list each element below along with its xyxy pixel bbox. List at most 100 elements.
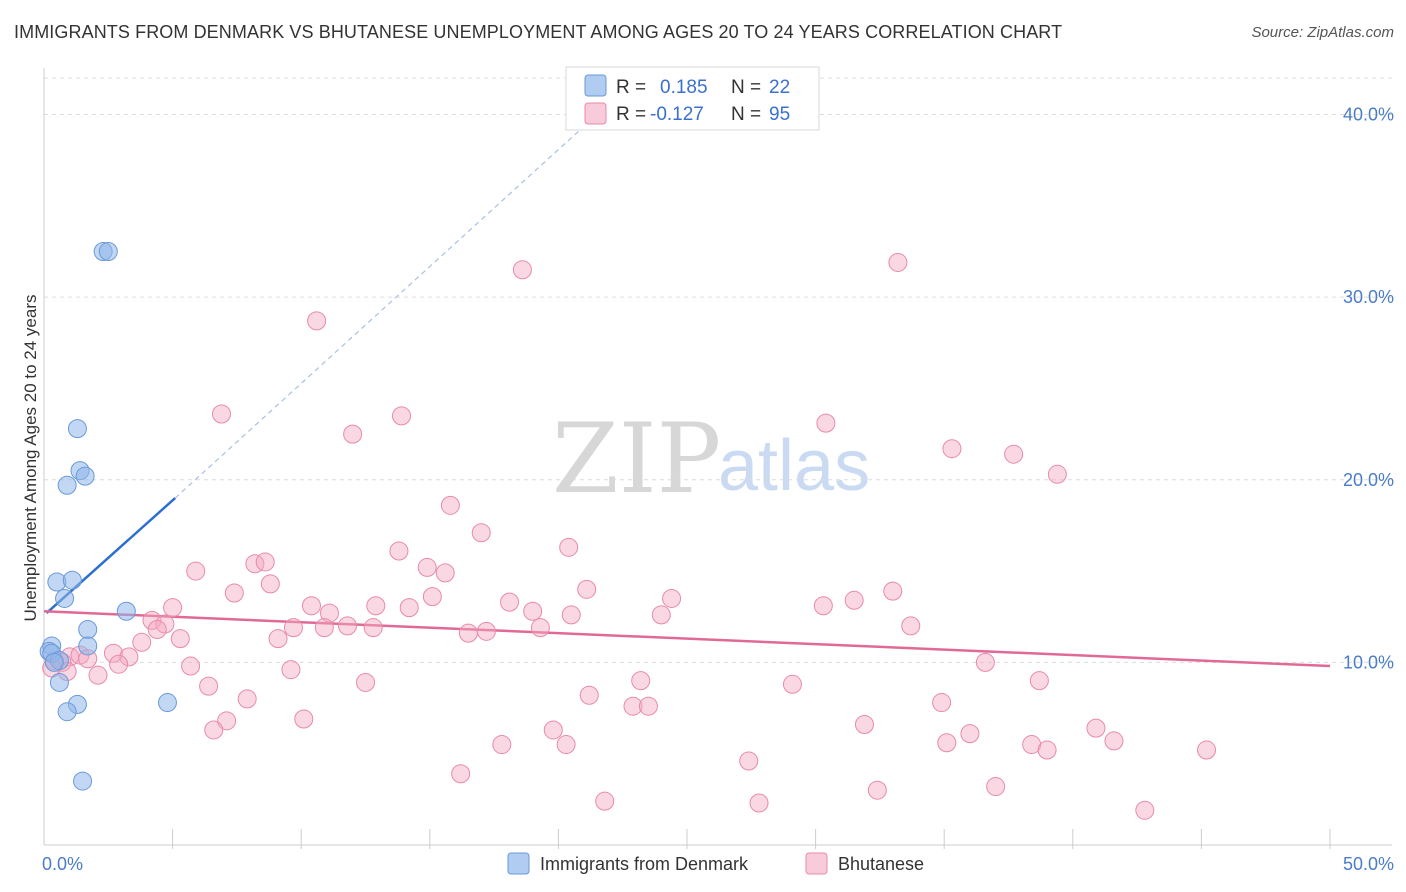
data-point-bhutanese bbox=[901, 616, 921, 636]
y-tick-label: 30.0% bbox=[1343, 287, 1394, 307]
data-point-denmark bbox=[62, 570, 82, 590]
data-point-bhutanese bbox=[181, 656, 201, 676]
data-point-bhutanese bbox=[103, 643, 123, 663]
data-point-bhutanese bbox=[867, 780, 887, 800]
legend-swatch-denmark bbox=[584, 74, 607, 97]
data-point-bhutanese bbox=[389, 541, 409, 561]
legend-n-label-1: N = bbox=[731, 77, 761, 98]
data-point-bhutanese bbox=[975, 652, 995, 672]
y-tick-label: 40.0% bbox=[1343, 105, 1394, 125]
data-point-bhutanese bbox=[440, 495, 460, 515]
data-point-denmark bbox=[78, 620, 98, 640]
data-point-bhutanese bbox=[392, 406, 412, 426]
data-point-denmark bbox=[44, 652, 64, 672]
data-point-bhutanese bbox=[337, 616, 357, 636]
data-point-bhutanese bbox=[1086, 718, 1106, 738]
legend-r-label-2: R = bbox=[616, 104, 646, 125]
data-point-bhutanese bbox=[986, 777, 1006, 797]
data-point-bhutanese bbox=[224, 583, 244, 603]
data-point-denmark bbox=[75, 466, 95, 486]
data-point-bhutanese bbox=[512, 260, 532, 280]
data-point-bhutanese bbox=[142, 610, 162, 630]
data-point-denmark bbox=[57, 702, 77, 722]
data-point-bhutanese bbox=[844, 590, 864, 610]
trend-lines bbox=[43, 114, 1331, 668]
legend-n-label-2: N = bbox=[731, 104, 761, 125]
data-point-bhutanese bbox=[561, 605, 581, 625]
data-point-bhutanese bbox=[199, 676, 219, 696]
data-point-bhutanese bbox=[163, 598, 183, 618]
x-tick-label-max: 50.0% bbox=[1343, 854, 1394, 874]
data-point-bhutanese bbox=[119, 647, 139, 667]
data-point-bhutanese bbox=[260, 574, 280, 594]
data-point-bhutanese bbox=[281, 660, 301, 680]
data-point-bhutanese bbox=[147, 620, 167, 640]
data-point-bhutanese bbox=[307, 311, 327, 331]
data-point-bhutanese bbox=[399, 598, 419, 618]
data-point-bhutanese bbox=[1004, 444, 1024, 464]
data-point-bhutanese bbox=[471, 523, 491, 543]
data-point-bhutanese bbox=[186, 561, 206, 581]
data-point-bhutanese bbox=[204, 720, 224, 740]
data-point-bhutanese bbox=[816, 413, 836, 433]
data-point-bhutanese bbox=[577, 579, 597, 599]
series-denmark-points bbox=[39, 241, 177, 791]
legend-r-value-2: -0.127 bbox=[650, 104, 704, 125]
data-point-bhutanese bbox=[556, 735, 576, 755]
data-point-bhutanese bbox=[638, 696, 658, 716]
data-point-bhutanese bbox=[343, 424, 363, 444]
data-point-bhutanese bbox=[268, 629, 288, 649]
data-point-denmark bbox=[73, 771, 93, 791]
trend-line-denmark-extension bbox=[174, 114, 598, 499]
y-tick-labels: 10.0% 20.0% 30.0% 40.0% bbox=[1343, 105, 1394, 673]
data-point-bhutanese bbox=[435, 563, 455, 583]
data-point-bhutanese bbox=[88, 665, 108, 685]
legend-swatch-bhutanese bbox=[584, 102, 607, 125]
data-point-bhutanese bbox=[651, 605, 671, 625]
data-point-bhutanese bbox=[1135, 800, 1155, 820]
data-point-bhutanese bbox=[523, 601, 543, 621]
data-point-denmark bbox=[78, 636, 98, 656]
data-point-bhutanese bbox=[854, 714, 874, 734]
data-point-bhutanese bbox=[1037, 740, 1057, 760]
data-point-bhutanese bbox=[237, 689, 257, 709]
data-point-bhutanese bbox=[422, 587, 442, 607]
data-point-denmark bbox=[49, 672, 69, 692]
data-point-bhutanese bbox=[543, 720, 563, 740]
data-point-denmark bbox=[57, 475, 77, 495]
data-point-bhutanese bbox=[109, 654, 129, 674]
data-point-bhutanese bbox=[937, 733, 957, 753]
data-point-denmark bbox=[67, 419, 87, 439]
data-point-denmark bbox=[98, 241, 118, 261]
series-bhutanese-points bbox=[42, 252, 1217, 820]
data-point-bhutanese bbox=[960, 724, 980, 744]
data-point-bhutanese bbox=[363, 618, 383, 638]
data-point-denmark bbox=[157, 693, 177, 713]
data-point-bhutanese bbox=[283, 618, 303, 638]
data-point-bhutanese bbox=[1047, 464, 1067, 484]
data-point-bhutanese bbox=[662, 588, 682, 608]
data-point-bhutanese bbox=[579, 685, 599, 705]
bottom-legend-label-denmark: Immigrants from Denmark bbox=[540, 854, 749, 874]
data-point-bhutanese bbox=[476, 621, 496, 641]
data-point-bhutanese bbox=[631, 671, 651, 691]
data-point-bhutanese bbox=[356, 672, 375, 692]
data-point-bhutanese bbox=[458, 623, 478, 643]
legend-box bbox=[565, 66, 820, 131]
legend-n-value-1: 22 bbox=[769, 77, 790, 98]
correlation-legend: R = 0.185 N = 22 R = -0.127 N = 95 bbox=[565, 66, 820, 131]
chart-title: IMMIGRANTS FROM DENMARK VS BHUTANESE UNE… bbox=[14, 22, 1063, 42]
data-point-bhutanese bbox=[1029, 671, 1049, 691]
data-point-denmark bbox=[55, 588, 75, 608]
data-point-bhutanese bbox=[217, 711, 237, 731]
data-point-bhutanese bbox=[451, 764, 471, 784]
legend-r-value-1: 0.185 bbox=[660, 77, 708, 98]
chart-source: Source: ZipAtlas.com bbox=[1251, 24, 1394, 41]
data-point-denmark bbox=[116, 601, 136, 621]
data-point-bhutanese bbox=[366, 596, 386, 616]
data-point-bhutanese bbox=[739, 751, 759, 771]
data-point-bhutanese bbox=[1022, 735, 1042, 755]
bottom-legend-swatch-bhutanese bbox=[805, 852, 828, 875]
data-point-bhutanese bbox=[1197, 740, 1217, 760]
